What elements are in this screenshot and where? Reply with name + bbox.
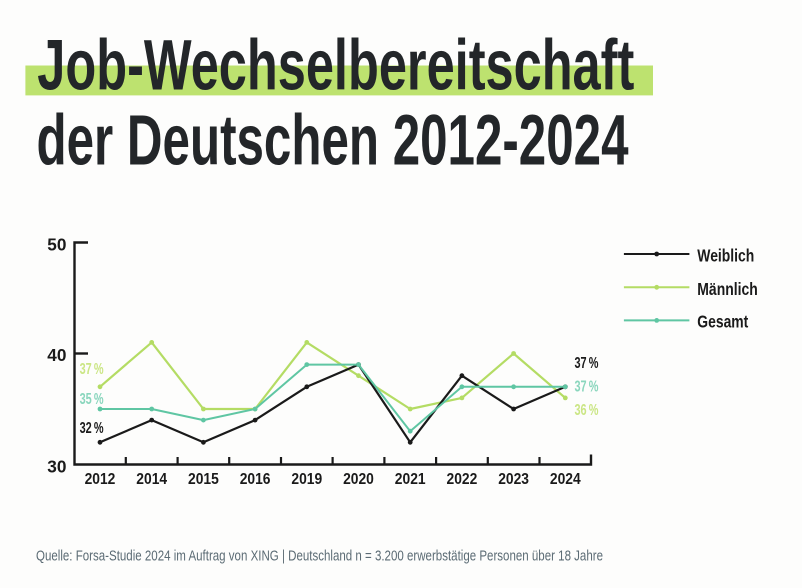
svg-text:2014: 2014 bbox=[136, 471, 167, 488]
svg-text:32 %: 32 % bbox=[80, 420, 104, 437]
svg-text:2021: 2021 bbox=[395, 471, 426, 488]
svg-text:35 %: 35 % bbox=[80, 391, 104, 408]
svg-text:Gesamt: Gesamt bbox=[697, 312, 748, 332]
svg-text:2015: 2015 bbox=[188, 471, 219, 488]
svg-text:2020: 2020 bbox=[343, 471, 374, 488]
svg-text:37 %: 37 % bbox=[80, 361, 104, 378]
svg-text:Weiblich: Weiblich bbox=[697, 246, 754, 266]
svg-text:Männlich: Männlich bbox=[697, 279, 758, 299]
svg-text:36 %: 36 % bbox=[575, 402, 599, 419]
svg-text:37 %: 37 % bbox=[575, 378, 599, 395]
svg-text:Job-Wechselbereitschaft: Job-Wechselbereitschaft bbox=[37, 25, 634, 105]
svg-text:2012: 2012 bbox=[85, 471, 116, 488]
svg-text:37 %: 37 % bbox=[575, 355, 599, 372]
svg-text:2016: 2016 bbox=[240, 471, 271, 488]
svg-text:der Deutschen 2012-2024: der Deutschen 2012-2024 bbox=[37, 101, 629, 181]
svg-text:2023: 2023 bbox=[498, 471, 529, 488]
svg-text:30: 30 bbox=[47, 456, 66, 476]
svg-text:50: 50 bbox=[47, 235, 66, 255]
svg-text:Quelle: Forsa-Studie 2024 im A: Quelle: Forsa-Studie 2024 im Auftrag von… bbox=[36, 549, 603, 565]
svg-text:2022: 2022 bbox=[447, 471, 478, 488]
svg-text:2019: 2019 bbox=[291, 471, 322, 488]
svg-text:2024: 2024 bbox=[550, 471, 581, 488]
svg-text:40: 40 bbox=[47, 345, 66, 365]
